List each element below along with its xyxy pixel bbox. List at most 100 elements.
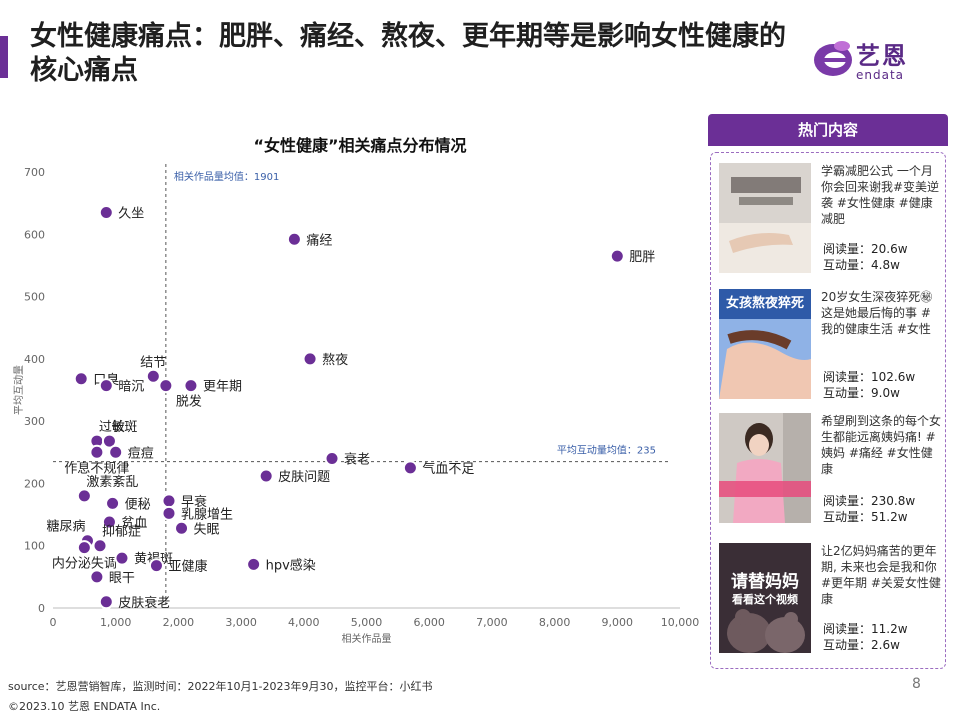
source-note: source：艺恩营销智库，监测时间：2022年10月1-2023年9月30，监… xyxy=(8,680,433,693)
point-label: 皮肤问题 xyxy=(278,470,330,485)
point-label: 贫血 xyxy=(121,515,147,531)
point-label: 衰老 xyxy=(344,452,370,468)
thumbnail-caption-line2: 看看这个视频 xyxy=(732,593,798,606)
data-point xyxy=(302,351,318,367)
data-point xyxy=(89,569,105,585)
read-count: 阅读量：20.6w xyxy=(823,242,908,256)
content-card[interactable]: 希望刷到这条的每个女生都能远离姨妈痛! #姨妈 #痛经 #女性健康 阅读量：23… xyxy=(719,413,943,527)
data-point xyxy=(101,514,117,530)
content-card[interactable]: 女孩熬夜猝死 20岁女生深夜猝死㊙这是她最后悔的事 #我的健康生活 #女性 阅读… xyxy=(719,289,943,403)
chart-marks: 久坐痛经肥胖熬夜结节口臭暗沉更年期脱发过敏长斑作息不规律痘痘衰老气血不足皮肤问题… xyxy=(46,204,655,611)
y-tick-label: 600 xyxy=(24,228,45,241)
data-point xyxy=(98,594,114,610)
data-point xyxy=(92,538,108,554)
thumbnail-caption-line1: 请替妈妈 xyxy=(731,572,799,592)
content-card[interactable]: 学霸减肥公式 一个月 你会回来谢我#变美逆袭 #女性健康 #健康减肥 阅读量：2… xyxy=(719,163,943,277)
x-tick-label: 1,000 xyxy=(100,616,132,629)
hot-content-list: 学霸减肥公式 一个月 你会回来谢我#变美逆袭 #女性健康 #健康减肥 阅读量：2… xyxy=(710,152,946,669)
x-tick-label: 5,000 xyxy=(351,616,383,629)
x-axis-label: 相关作品量 xyxy=(342,632,392,645)
read-count: 阅读量：11.2w xyxy=(823,622,908,636)
data-point xyxy=(174,520,190,536)
point-label: 亚健康 xyxy=(168,559,207,575)
y-tick-label: 400 xyxy=(24,353,45,366)
point-label: 早衰 xyxy=(181,494,207,510)
thumbnail-staying-up[interactable]: 女孩熬夜猝死 xyxy=(719,289,811,399)
page-number: 8 xyxy=(912,676,921,692)
data-point xyxy=(246,556,262,572)
data-point xyxy=(183,378,199,394)
point-label: 糖尿病 xyxy=(46,519,85,535)
card-description: 20岁女生深夜猝死㊙这是她最后悔的事 #我的健康生活 #女性 xyxy=(821,290,933,336)
data-point xyxy=(73,371,89,387)
y-tick-label: 500 xyxy=(24,291,45,304)
data-point xyxy=(161,493,177,509)
y-tick-label: 200 xyxy=(24,477,45,490)
point-label: 结节 xyxy=(140,355,166,370)
data-point xyxy=(324,451,340,467)
endata-logo-icon xyxy=(814,41,852,76)
point-label: 皮肤衰老 xyxy=(118,595,170,611)
data-point xyxy=(98,378,114,394)
data-point xyxy=(108,444,124,460)
data-point xyxy=(158,378,174,394)
point-label: 暗沉 xyxy=(118,380,144,395)
x-tick-label: 8,000 xyxy=(539,616,571,629)
x-tick-label: 9,000 xyxy=(602,616,634,629)
point-label: 更年期 xyxy=(203,380,242,395)
point-label: 脱发 xyxy=(176,394,202,410)
point-label: 气血不足 xyxy=(422,461,474,477)
title-accent-bar xyxy=(0,36,8,78)
data-point xyxy=(101,433,117,449)
read-count: 阅读量：102.6w xyxy=(823,370,916,384)
thumbnail-weight-loss[interactable] xyxy=(719,163,811,273)
endata-logo: 艺恩 endata xyxy=(812,36,932,86)
data-point xyxy=(402,460,418,476)
point-label: 内分泌失调 xyxy=(52,556,117,572)
mean-y-label: 平均互动量均值：235 xyxy=(557,444,656,457)
data-point xyxy=(98,204,114,220)
hot-content-header: 热门内容 xyxy=(708,114,948,146)
thumbnail-menopause[interactable]: 请替妈妈 看看这个视频 xyxy=(719,543,811,653)
interaction-count: 互动量：4.8w xyxy=(823,258,900,272)
point-label: 乳腺增生 xyxy=(181,507,233,522)
point-label: 熬夜 xyxy=(322,352,348,368)
thumbnail-caption: 女孩熬夜猝死 xyxy=(725,296,804,311)
point-label: hpv感染 xyxy=(266,557,316,573)
y-tick-label: 300 xyxy=(24,415,45,428)
thumbnail-period-pain[interactable] xyxy=(719,413,811,523)
card-description: 让2亿妈妈痛苦的更年期, 未来也会是我和你#更年期 #关爱女性健康 xyxy=(821,544,941,606)
point-label: 痛经 xyxy=(306,232,332,248)
point-label: 久坐 xyxy=(118,206,144,221)
y-tick-label: 100 xyxy=(24,540,45,553)
read-count: 阅读量：230.8w xyxy=(823,494,916,508)
x-tick-label: 4,000 xyxy=(288,616,320,629)
data-point xyxy=(609,248,625,264)
point-label: 失眠 xyxy=(194,522,220,537)
data-point xyxy=(76,540,92,556)
logo-text-en: endata xyxy=(856,68,905,82)
point-label: 肥胖 xyxy=(629,250,655,265)
x-tick-label: 2,000 xyxy=(163,616,195,629)
logo-text-cn: 艺恩 xyxy=(856,42,908,70)
x-tick-label: 0 xyxy=(50,616,57,629)
page-title: 女性健康痛点：肥胖、痛经、熬夜、更年期等是影响女性健康的核心痛点 xyxy=(30,21,786,86)
y-tick-label: 700 xyxy=(24,166,45,179)
interaction-count: 互动量：51.2w xyxy=(823,510,908,524)
data-point xyxy=(258,468,274,484)
data-point xyxy=(148,558,164,574)
data-point xyxy=(286,231,302,247)
point-label: 长斑 xyxy=(111,420,137,435)
copyright: ©2023.10 艺恩 ENDATA Inc. xyxy=(8,700,161,713)
y-axis-label: 平均互动量 xyxy=(13,365,25,415)
mean-x-label: 相关作品量均值：1901 xyxy=(174,170,279,183)
interaction-count: 互动量：2.6w xyxy=(823,638,900,652)
data-point xyxy=(145,368,161,384)
x-tick-label: 10,000 xyxy=(661,616,700,629)
x-tick-label: 6,000 xyxy=(413,616,445,629)
hot-content-panel: 热门内容 学霸减肥公式 一个月 你会回来谢我#变美逆袭 #女性健康 #健康减肥 … xyxy=(708,114,948,669)
data-point xyxy=(105,495,121,511)
point-label: 便秘 xyxy=(125,497,151,512)
data-point xyxy=(76,488,92,504)
content-card[interactable]: 请替妈妈 看看这个视频 让2亿妈妈痛苦的更年期, 未来也会是我和你#更年期 #关… xyxy=(719,543,943,657)
